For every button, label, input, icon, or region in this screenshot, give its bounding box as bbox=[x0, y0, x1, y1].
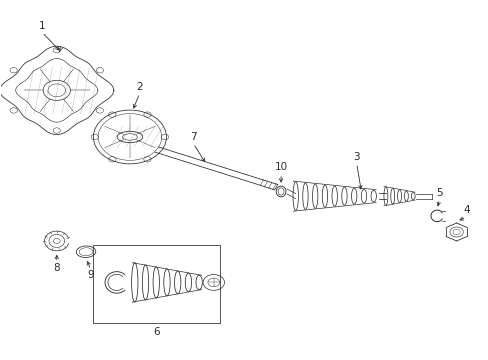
Text: 8: 8 bbox=[53, 263, 60, 273]
Bar bbox=[93, 244, 220, 323]
Text: 7: 7 bbox=[190, 132, 196, 142]
Text: 1: 1 bbox=[39, 21, 45, 31]
Text: 5: 5 bbox=[435, 188, 442, 198]
Text: 9: 9 bbox=[87, 270, 94, 280]
Text: 2: 2 bbox=[136, 82, 142, 92]
Text: 10: 10 bbox=[274, 162, 287, 172]
Text: 3: 3 bbox=[353, 152, 359, 162]
Text: 4: 4 bbox=[462, 206, 468, 216]
Text: 6: 6 bbox=[153, 327, 160, 337]
